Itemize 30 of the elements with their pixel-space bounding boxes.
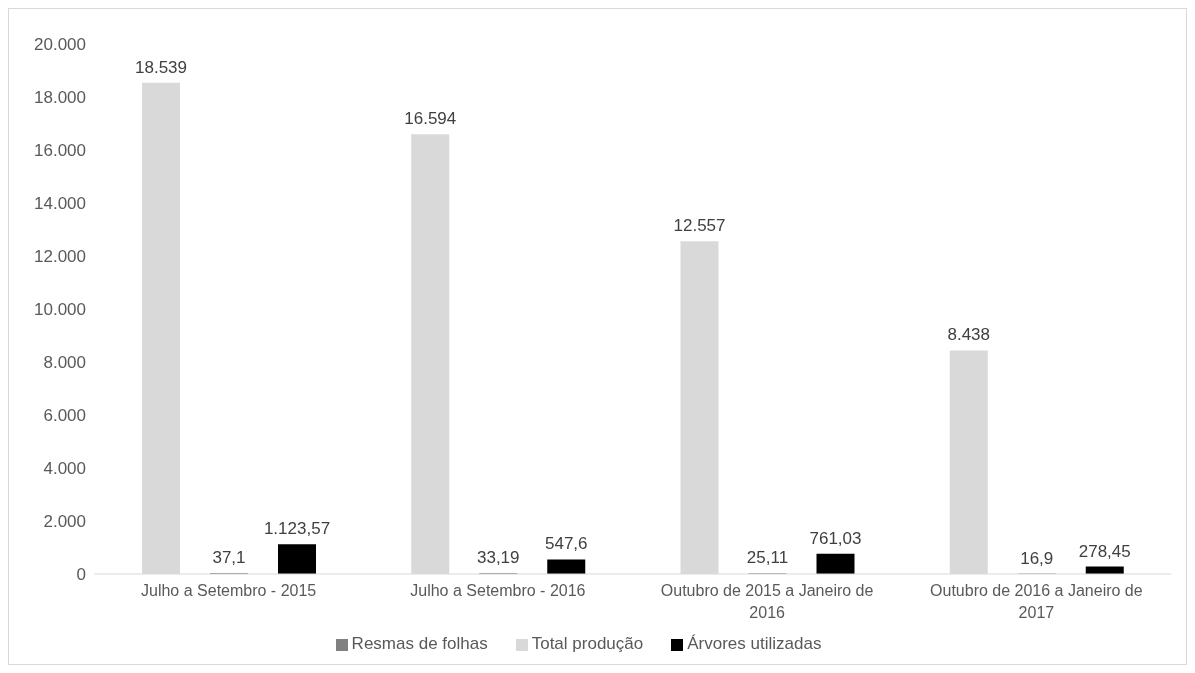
data-label: 16,9 xyxy=(1020,548,1054,568)
y-tick-label: 2.000 xyxy=(43,512,86,532)
y-tick-label: 0 xyxy=(76,565,86,585)
data-label: 33,19 xyxy=(476,548,520,568)
data-label: 25,11 xyxy=(746,548,789,568)
y-tick-label: 6.000 xyxy=(43,406,86,426)
data-label: 278,45 xyxy=(1078,541,1131,561)
y-tick-label: 16.000 xyxy=(34,141,86,161)
x-tick-label: Julho a Setembro - 2016 xyxy=(410,582,586,599)
legend-label: Total produção xyxy=(531,634,644,653)
data-label: 547,6 xyxy=(544,534,588,554)
data-label: 761,03 xyxy=(809,528,862,548)
data-label: 18.539 xyxy=(135,57,187,77)
y-tick-label: 8.000 xyxy=(43,353,86,373)
legend-label: Resmas de folhas xyxy=(351,634,488,653)
y-tick-label: 12.000 xyxy=(34,247,86,267)
data-label: 16.594 xyxy=(404,109,457,129)
data-label: 37,1 xyxy=(212,548,246,568)
x-tick-label: Julho a Setembro - 2015 xyxy=(141,582,317,599)
y-tick-label: 4.000 xyxy=(43,459,86,479)
y-tick-label: 14.000 xyxy=(34,194,86,214)
y-tick-label: 10.000 xyxy=(34,300,86,320)
x-tick-label: Outubro de 2015 a Janeiro de 2016 xyxy=(660,582,874,621)
y-tick-label: 20.000 xyxy=(34,35,86,55)
x-tick-label: Outubro de 2016 a Janeiro de 2017 xyxy=(930,582,1143,621)
y-tick-label: 18.000 xyxy=(34,88,86,108)
legend-label: Árvores utilizadas xyxy=(687,634,822,653)
data-label: 12.557 xyxy=(673,216,726,236)
data-label: 8.438 xyxy=(947,325,991,345)
data-label: 1.123,57 xyxy=(263,519,331,539)
